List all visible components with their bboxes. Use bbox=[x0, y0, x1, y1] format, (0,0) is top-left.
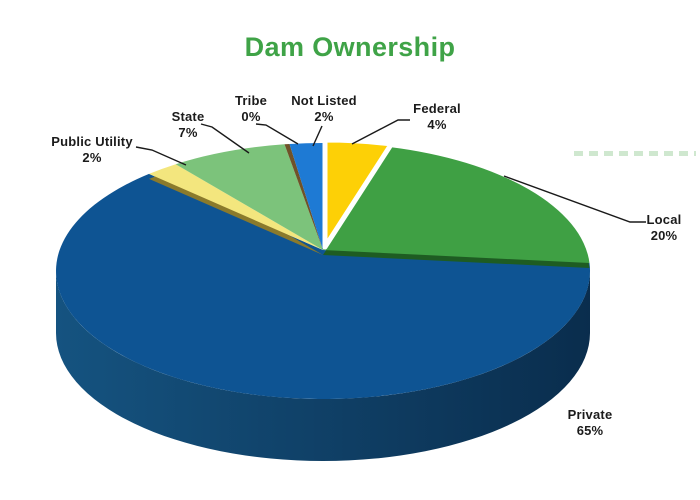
slice-label-public-utility: Public Utility 2% bbox=[36, 134, 148, 166]
slice-label-public-utility-name: Public Utility bbox=[51, 134, 133, 149]
slice-label-private: Private 65% bbox=[542, 407, 638, 439]
pie-slices-group bbox=[56, 137, 591, 399]
slice-label-not-listed-value: 2% bbox=[314, 109, 334, 124]
slice-label-state-value: 7% bbox=[178, 125, 198, 140]
slice-label-state-name: State bbox=[171, 109, 205, 124]
pie-slice-not-listed bbox=[289, 142, 323, 250]
slice-label-federal: Federal 4% bbox=[389, 101, 485, 133]
slice-label-local: Local 20% bbox=[621, 212, 700, 244]
leader-line-state bbox=[200, 123, 250, 154]
leader-line-federal bbox=[351, 119, 410, 145]
slice-label-private-value: 65% bbox=[576, 423, 604, 438]
leader-line-tribe bbox=[255, 123, 299, 145]
pie-slice-state bbox=[175, 144, 323, 250]
leader-line-local bbox=[503, 175, 646, 223]
slice-label-local-name: Local bbox=[646, 212, 682, 227]
slice-label-tribe: Tribe 0% bbox=[213, 93, 289, 125]
pie-3d-side-wall bbox=[56, 271, 590, 461]
pie-slice-tribe bbox=[284, 144, 323, 250]
cropped-watermark-artifact bbox=[574, 151, 696, 156]
slice-label-federal-name: Federal bbox=[413, 101, 461, 116]
leader-line-not-listed bbox=[312, 125, 323, 147]
slice-label-private-name: Private bbox=[567, 407, 613, 422]
chart-title: Dam Ownership bbox=[244, 32, 456, 62]
pie-slice-local bbox=[323, 147, 590, 263]
leader-lines-group bbox=[135, 119, 646, 223]
slice-label-tribe-name: Tribe bbox=[234, 93, 268, 108]
slice-label-state: State 7% bbox=[150, 109, 226, 141]
slice-label-public-utility-value: 2% bbox=[82, 150, 102, 165]
leader-line-public-utility bbox=[135, 146, 187, 166]
slice-label-federal-value: 4% bbox=[427, 117, 447, 132]
pie-slice-public-utility bbox=[149, 164, 323, 250]
pie-slice-private bbox=[56, 173, 591, 399]
slice-label-local-value: 20% bbox=[650, 228, 678, 243]
slice-label-not-listed-name: Not Listed bbox=[291, 93, 357, 108]
slice-label-tribe-value: 0% bbox=[241, 109, 261, 124]
slice-label-not-listed: Not Listed 2% bbox=[268, 93, 380, 125]
